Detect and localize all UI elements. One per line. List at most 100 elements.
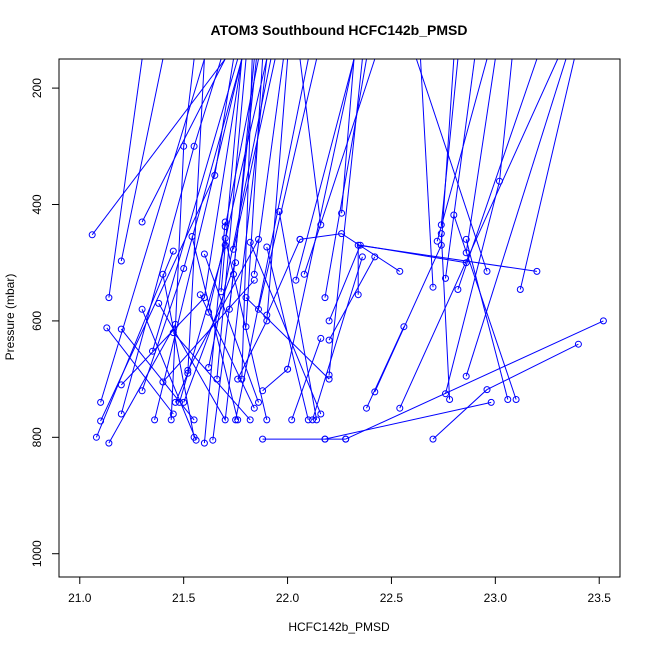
series-26 [196,291,258,412]
series-80 [462,59,567,380]
series-line [328,256,376,341]
data-point [512,396,520,403]
series-72 [437,59,459,229]
series-line [299,233,401,272]
data-point [325,317,333,325]
data-point [232,416,240,424]
data-point [358,253,366,261]
data-point [454,286,462,293]
series-line [432,343,579,440]
series-line [152,59,239,352]
series-line [415,59,488,272]
data-point [496,177,503,185]
series-line [299,59,322,225]
series-41 [242,59,264,331]
series-20 [167,59,195,424]
series-line [440,59,459,225]
series-75 [437,230,454,403]
series-line [100,59,234,422]
series-1 [117,59,164,265]
data-point [338,209,346,217]
data-point [284,365,292,373]
series-81 [415,59,491,275]
data-point [190,142,198,150]
series-67 [259,398,495,443]
data-point [105,439,113,447]
data-point [180,265,188,272]
series-42 [242,294,333,383]
series-line [312,256,363,421]
series-line [241,59,253,380]
series-54 [299,59,325,229]
series-line [220,59,243,292]
series-79 [462,235,512,403]
x-tick-label: 23.5 [588,591,612,605]
data-point [321,435,329,443]
series-40 [238,59,253,383]
data-point [487,398,495,406]
data-point [250,270,258,278]
series-line [328,244,467,322]
data-point [97,398,105,406]
series-line [249,242,322,415]
data-point [184,366,192,374]
series-10 [92,247,177,441]
series-line [374,59,455,393]
series-69 [429,340,582,443]
series-line [120,59,222,415]
data-point [354,291,362,299]
data-point [167,416,175,424]
series-2 [138,59,226,226]
series-line [519,59,575,290]
data-point [171,398,179,406]
data-point [196,291,204,299]
series-line [258,59,318,310]
series-62 [309,253,366,424]
series-37 [230,59,276,253]
data-point [259,387,267,395]
series-line [420,59,434,288]
series-70 [420,59,437,291]
data-point [105,294,113,302]
data-point [396,404,404,412]
series-line [295,59,355,281]
data-point [446,396,454,403]
series-line [453,214,517,400]
series-line [108,324,176,444]
x-axis: 21.0 21.5 22.0 22.5 23.0 23.5 [68,577,611,605]
series-line [216,59,247,380]
series-28 [205,59,268,316]
series-line [233,59,276,250]
series-45 [255,59,318,313]
data-point [371,388,379,396]
data-point [300,270,308,278]
series-line [106,327,174,415]
plot-frame [58,58,621,578]
x-tick-label: 21.5 [172,591,196,605]
series-63 [363,323,408,412]
series-line [465,59,496,253]
data-point [338,230,346,238]
series-82 [516,59,575,293]
series-49 [275,208,321,424]
series-line [154,59,243,421]
series-44 [250,59,284,278]
series-line [199,294,255,409]
data-point [138,305,146,313]
series-line [324,59,367,298]
data-point [217,288,225,296]
series-line [465,59,567,377]
data-point [442,390,449,398]
series-61 [354,241,541,299]
series-73 [442,59,476,282]
series-line [170,59,195,420]
series-line [345,320,604,440]
series-line [278,211,318,420]
series-19 [169,329,254,424]
series-line [440,233,451,400]
series-line [162,274,195,438]
series-line [465,239,509,400]
series-line [287,59,355,370]
y-axis: 200 400 600 800 1000 [30,78,59,567]
x-tick-label: 22.0 [276,591,300,605]
